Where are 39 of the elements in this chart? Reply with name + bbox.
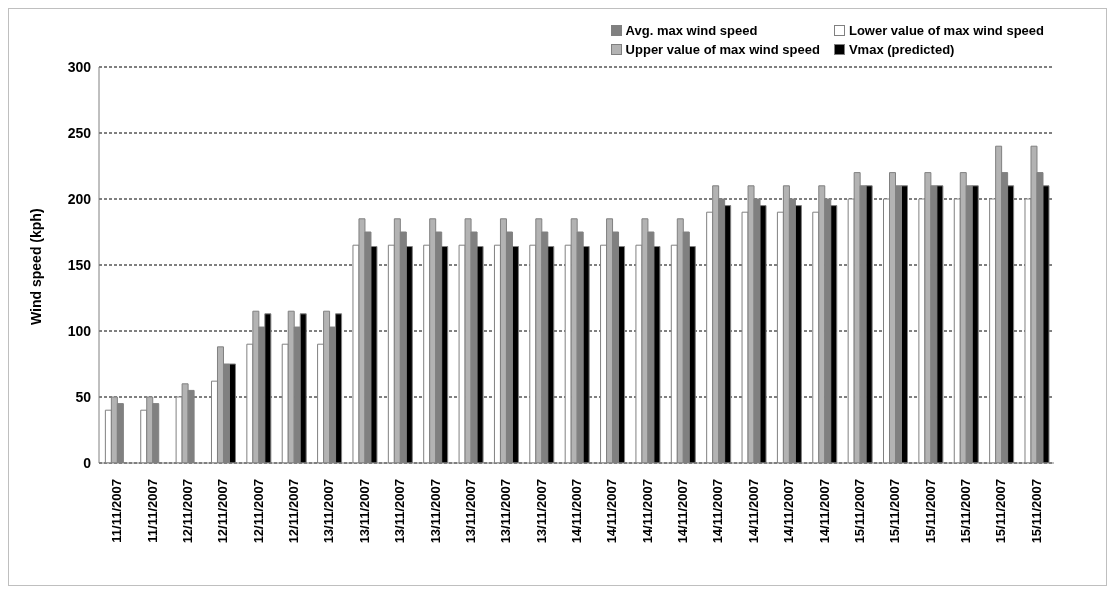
- x-tick-label: 15/11/2007: [1028, 479, 1044, 544]
- x-tick-label: 11/11/2007: [144, 479, 160, 543]
- y-tick-label: 250: [67, 124, 92, 141]
- legend-label: Vmax (predicted): [848, 42, 955, 57]
- x-tick-label: 15/11/2007: [958, 479, 974, 544]
- x-tick-label: 14/11/2007: [639, 479, 655, 544]
- y-tick-label: 200: [67, 190, 92, 207]
- x-tick-label: 14/11/2007: [745, 479, 761, 544]
- x-tick-label: 13/11/2007: [392, 479, 408, 544]
- x-tick-label: 14/11/2007: [710, 479, 726, 544]
- x-tick-label: 14/11/2007: [569, 479, 584, 544]
- x-tick-label: 12/11/2007: [286, 479, 302, 544]
- y-tick-label: 50: [75, 388, 92, 405]
- x-tick-label: 11/11/2007: [109, 479, 125, 543]
- x-tick-label: 14/11/2007: [816, 479, 832, 544]
- x-tick-label: 14/11/2007: [781, 479, 797, 544]
- y-tick-label: 300: [67, 58, 92, 75]
- y-tick-label: 150: [67, 256, 92, 273]
- y-tick-label: 100: [67, 322, 92, 339]
- x-tick-label: 14/11/2007: [675, 479, 691, 544]
- legend-label: Avg. max wind speed: [625, 23, 758, 38]
- x-tick-label: 15/11/2007: [922, 479, 938, 544]
- x-tick-label: 15/11/2007: [993, 479, 1009, 544]
- x-tick-label: 13/11/2007: [498, 479, 514, 544]
- x-tick-label: 13/11/2007: [427, 479, 443, 544]
- x-tick-label: 13/11/2007: [356, 479, 372, 544]
- x-tick-label: 15/11/2007: [851, 479, 867, 544]
- x-tick-label: 14/11/2007: [604, 479, 620, 544]
- x-tick-label: 13/11/2007: [321, 479, 337, 544]
- x-tick-label: 12/11/2007: [179, 479, 195, 544]
- x-tick-label: 12/11/2007: [250, 479, 266, 544]
- y-axis-title: Wind speed (kph): [27, 208, 44, 325]
- x-tick-label: 13/11/2007: [462, 479, 478, 544]
- y-tick-label: 0: [83, 454, 92, 471]
- legend-label: Upper value of max wind speed: [625, 42, 820, 57]
- x-tick-label: 15/11/2007: [887, 479, 903, 544]
- legend-label: Lower value of max wind speed: [848, 23, 1044, 38]
- x-tick-label: 12/11/2007: [215, 479, 231, 544]
- x-tick-label: 13/11/2007: [533, 479, 549, 544]
